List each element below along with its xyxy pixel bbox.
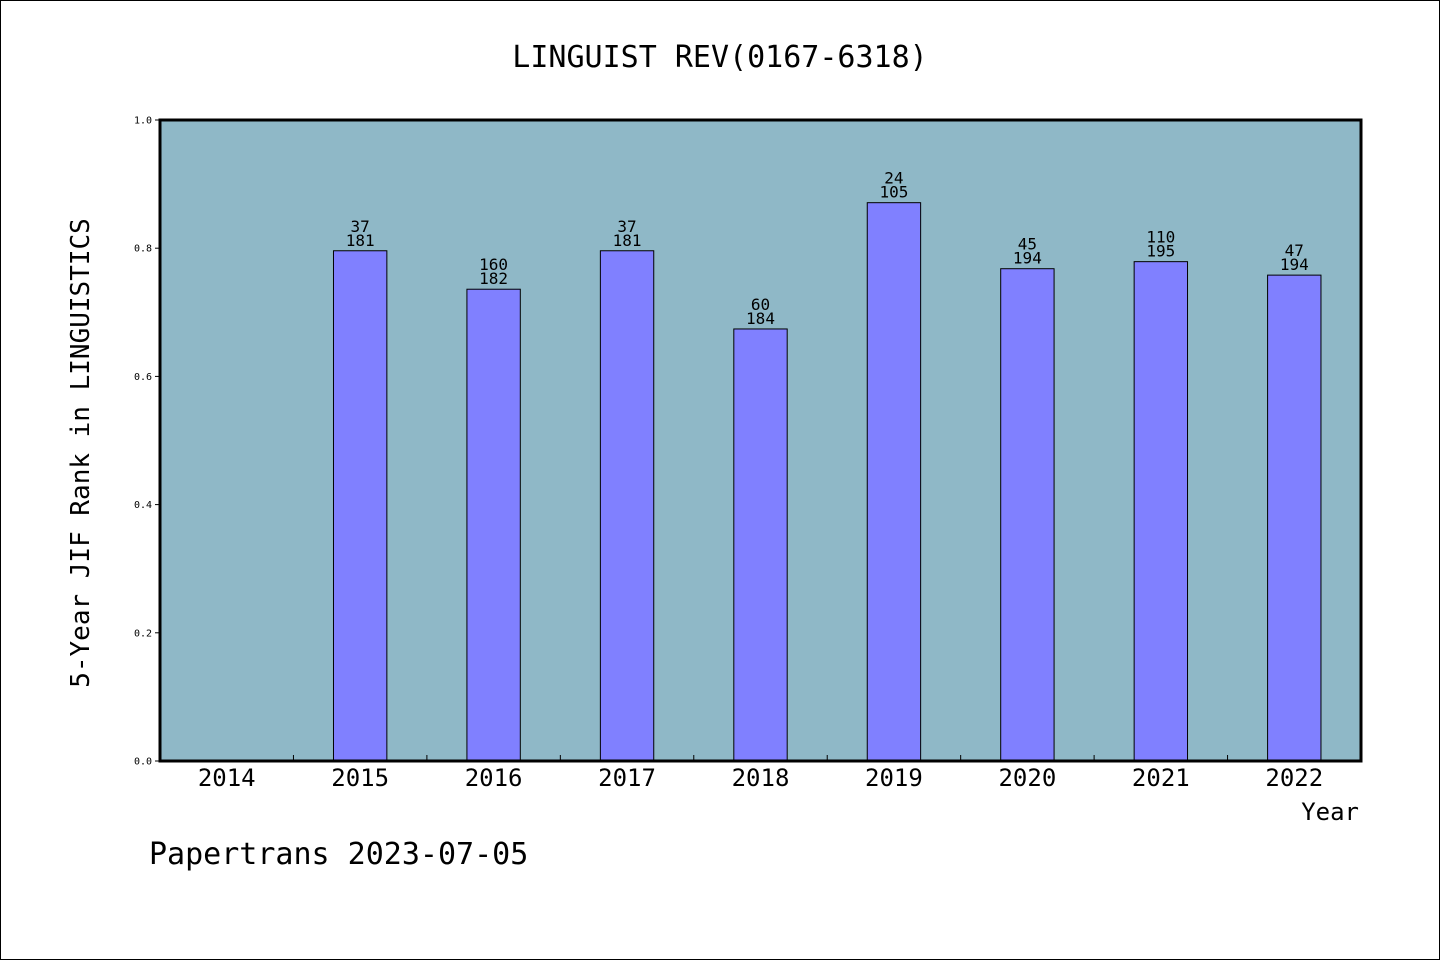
- bar-2017: [599, 250, 655, 762]
- data-label-total: 105: [879, 183, 908, 202]
- x-tick-label: 2018: [732, 764, 790, 792]
- y-tick-label: 0.6: [134, 372, 152, 383]
- data-label-rank: 45: [1018, 235, 1037, 254]
- x-tick-label: 2020: [998, 764, 1056, 792]
- data-label-total: 182: [479, 269, 508, 288]
- data-label-rank: 60: [751, 295, 770, 314]
- x-tick-label: 2021: [1132, 764, 1190, 792]
- y-tick-label: 0.0: [134, 757, 152, 768]
- x-tick-label: 2022: [1265, 764, 1323, 792]
- footer-credit: Papertrans 2023-07-05: [149, 837, 528, 872]
- bar-2015: [332, 250, 388, 762]
- data-label-total: 195: [1146, 242, 1175, 261]
- data-label-total: 194: [1013, 249, 1042, 268]
- chart-title: LINGUIST REV(0167-6318): [512, 40, 927, 75]
- y-tick-label: 0.8: [134, 244, 152, 255]
- x-tick-label: 2014: [198, 764, 256, 792]
- data-label-rank: 160: [479, 255, 508, 274]
- bar-2018: [733, 328, 788, 762]
- data-label-total: 181: [346, 231, 375, 250]
- data-label-rank: 24: [884, 169, 903, 188]
- data-label-rank: 37: [351, 217, 370, 236]
- x-axis-label: Year: [1301, 798, 1359, 826]
- x-tick-label: 2015: [331, 764, 389, 792]
- data-label-rank: 37: [617, 217, 636, 236]
- bar-2019: [866, 202, 922, 762]
- x-tick-label: 2017: [598, 764, 656, 792]
- data-label-rank: 47: [1285, 241, 1304, 260]
- x-tick-label: 2019: [865, 764, 923, 792]
- y-tick-label: 0.4: [134, 500, 152, 511]
- x-ticks-group: 2014 2015 2016 2017 2018 2019 2020 2021 2022: [198, 755, 1323, 792]
- y-tick-label: 0.2: [134, 628, 152, 639]
- y-tick-label: 1.0: [134, 116, 152, 127]
- bar-2016: [466, 288, 521, 762]
- data-label-total: 184: [746, 309, 775, 328]
- data-label-total: 194: [1280, 255, 1309, 274]
- data-label-total: 181: [613, 231, 642, 250]
- bars-group: [332, 202, 1322, 762]
- plot-border: [158, 118, 1363, 763]
- y-ticks-group: 0.0 0.2 0.4 0.6 0.8 1.0: [134, 116, 160, 768]
- y-axis-label: 5-Year JIF Rank in LINGUISTICS: [66, 218, 96, 688]
- bar-2020: [1000, 268, 1055, 762]
- data-label-rank: 110: [1146, 228, 1175, 247]
- bar-2022: [1267, 274, 1322, 762]
- x-tick-label: 2016: [465, 764, 523, 792]
- bar-2021: [1133, 261, 1189, 762]
